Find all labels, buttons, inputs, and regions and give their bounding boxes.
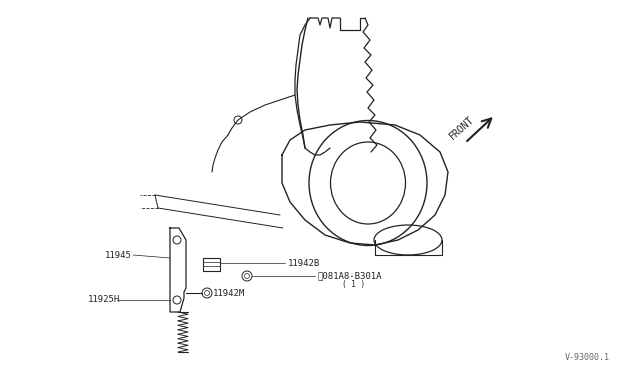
Text: ( 1 ): ( 1 ) (342, 280, 365, 289)
Text: 11945: 11945 (105, 250, 132, 260)
Bar (203, 258, 220, 271)
Text: V-93000.1: V-93000.1 (565, 353, 610, 362)
Text: FRONT: FRONT (448, 115, 476, 141)
Text: Ⓑ081A8-B301A: Ⓑ081A8-B301A (318, 272, 383, 280)
Text: 11942M: 11942M (213, 289, 245, 298)
Text: 11925H: 11925H (88, 295, 120, 305)
Text: 11942B: 11942B (288, 259, 320, 267)
